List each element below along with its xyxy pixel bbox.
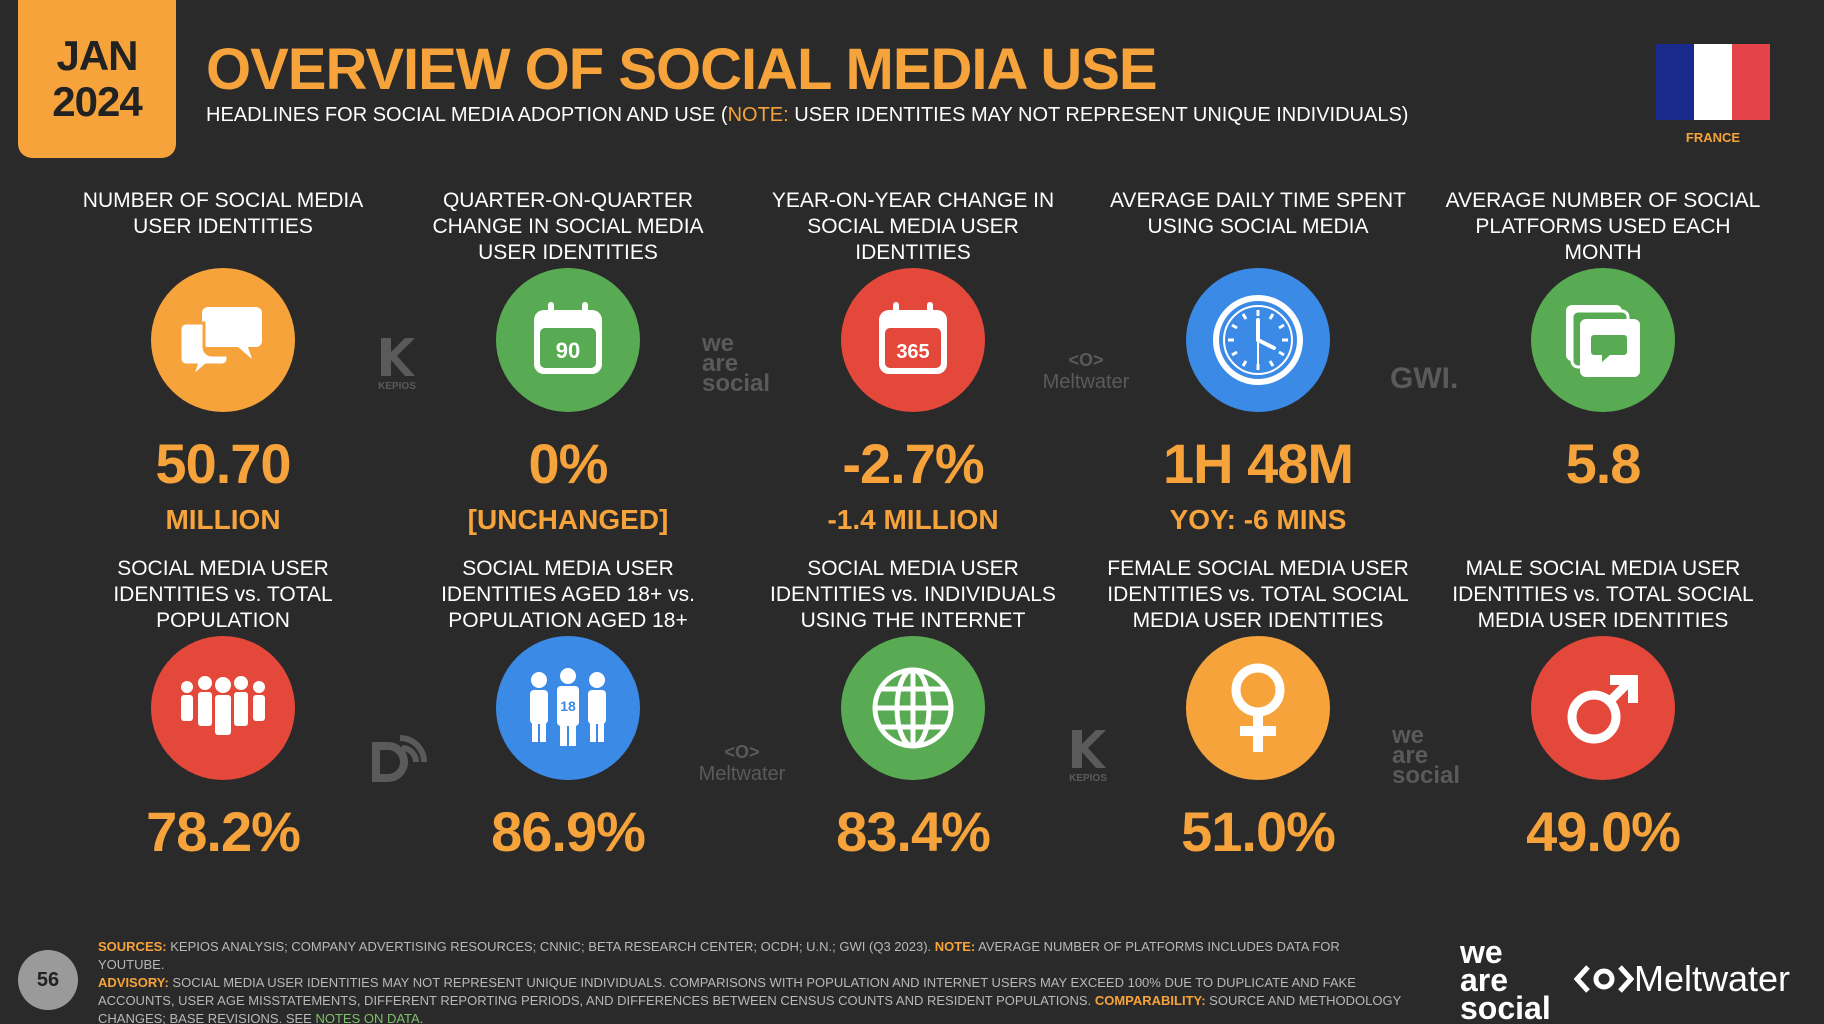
datareportal-logo — [372, 728, 428, 789]
stat-sub: MILLION — [165, 504, 281, 535]
stat-sub: -1.4 MILLION — [827, 504, 999, 535]
stat-value: 1H 48M — [1162, 432, 1354, 495]
we-are-social-brand: we are social — [1460, 934, 1551, 1024]
meltwater-mark-icon — [1574, 965, 1634, 993]
footer-notes: SOURCES: KEPIOS ANALYSIS; COMPANY ADVERT… — [98, 939, 1402, 1024]
stat-label: FEMALE SOCIAL MEDIA USER IDENTITIES vs. … — [1107, 557, 1409, 632]
stat-value: 5.8 — [1565, 432, 1642, 495]
page-title: OVERVIEW OF SOCIAL MEDIA USE — [206, 37, 1158, 102]
stat-label: MALE SOCIAL MEDIA USER IDENTITIES vs. TO… — [1452, 557, 1754, 632]
calendar-90-icon: 90 — [496, 268, 640, 412]
stat-platforms-used: AVERAGE NUMBER OF SOCIAL PLATFORMS USED … — [1438, 188, 1768, 504]
stat-value: 78.2% — [146, 800, 301, 863]
gwi-logo: GWI. — [1390, 362, 1459, 395]
stat-value: 86.9% — [491, 800, 646, 863]
stat-label: SOCIAL MEDIA USER IDENTITIES AGED 18+ vs… — [441, 557, 695, 632]
stat-label: QUARTER-ON-QUARTER CHANGE IN SOCIAL MEDI… — [432, 189, 704, 264]
page-number: 56 — [18, 950, 78, 1010]
stat-label: SOCIAL MEDIA USER IDENTITIES vs. INDIVID… — [770, 557, 1056, 632]
stat-yoy-change: YEAR-ON-YEAR CHANGE IN SOCIAL MEDIA USER… — [748, 188, 1078, 536]
stat-label: AVERAGE DAILY TIME SPENT USING SOCIAL ME… — [1109, 189, 1407, 238]
chat-bubbles-icon — [151, 268, 295, 412]
calendar-text: 90 — [556, 338, 580, 363]
crowd-icon — [151, 636, 295, 780]
badge-month: JAN — [56, 32, 138, 79]
stat-male-share: MALE SOCIAL MEDIA USER IDENTITIES vs. TO… — [1438, 556, 1768, 864]
country-label: FRANCE — [1685, 130, 1741, 145]
calendar-365-icon: 365 — [841, 268, 985, 412]
we-are-social-logo: we are social — [702, 330, 771, 397]
stat-daily-time: AVERAGE DAILY TIME SPENT USING SOCIAL ME… — [1093, 188, 1423, 536]
stat-value: 51.0% — [1181, 800, 1336, 863]
stat-value: -2.7% — [842, 432, 984, 495]
stat-vs-internet: SOCIAL MEDIA USER IDENTITIES vs. INDIVID… — [748, 556, 1078, 864]
stat-sub: YOY: -6 MINS — [1169, 504, 1347, 535]
globe-icon — [841, 636, 985, 780]
stat-vs-adults: SOCIAL MEDIA USER IDENTITIES AGED 18+ vs… — [403, 556, 733, 864]
stat-label: AVERAGE NUMBER OF SOCIAL PLATFORMS USED … — [1445, 189, 1761, 264]
we-are-social-logo: we are social — [1392, 722, 1461, 789]
kepios-logo: KEPIOS — [372, 338, 422, 392]
stat-label: NUMBER OF SOCIAL MEDIA USER IDENTITIES — [82, 189, 364, 238]
female-icon — [1186, 636, 1330, 780]
calendar-text: 365 — [896, 341, 929, 363]
france-flag-icon — [1656, 44, 1770, 120]
clock-icon — [1186, 268, 1330, 412]
stat-vs-population: SOCIAL MEDIA USER IDENTITIES vs. TOTAL P… — [58, 556, 388, 864]
page-subtitle: HEADLINES FOR SOCIAL MEDIA ADOPTION AND … — [206, 104, 1409, 126]
stat-value: 49.0% — [1526, 800, 1681, 863]
meltwater-logo: <O> Meltwater — [1042, 350, 1130, 393]
adults-18-icon: 18 — [496, 636, 640, 780]
stat-qoq-change: QUARTER-ON-QUARTER CHANGE IN SOCIAL MEDI… — [403, 188, 733, 536]
kepios-logo: KEPIOS — [1066, 730, 1110, 784]
stat-value: 0% — [528, 432, 609, 495]
male-icon — [1531, 636, 1675, 780]
date-badge: JAN 2024 — [18, 0, 176, 158]
age-text: 18 — [560, 698, 576, 714]
stat-value: 83.4% — [836, 800, 991, 863]
stat-female-share: FEMALE SOCIAL MEDIA USER IDENTITIES vs. … — [1093, 556, 1423, 864]
stat-label: YEAR-ON-YEAR CHANGE IN SOCIAL MEDIA USER… — [771, 189, 1055, 264]
stat-user-identities: NUMBER OF SOCIAL MEDIA USER IDENTITIES 5… — [58, 188, 388, 536]
stacked-chat-icon — [1531, 268, 1675, 412]
meltwater-brand: Meltwater — [1574, 958, 1790, 1000]
stat-sub: [UNCHANGED] — [467, 504, 669, 535]
notes-on-data-link[interactable]: NOTES ON DATA — [315, 1011, 420, 1024]
stat-value: 50.70 — [155, 432, 291, 495]
stat-label: SOCIAL MEDIA USER IDENTITIES vs. TOTAL P… — [113, 557, 333, 632]
badge-year: 2024 — [52, 78, 142, 125]
meltwater-logo: <O> Meltwater — [698, 742, 786, 785]
